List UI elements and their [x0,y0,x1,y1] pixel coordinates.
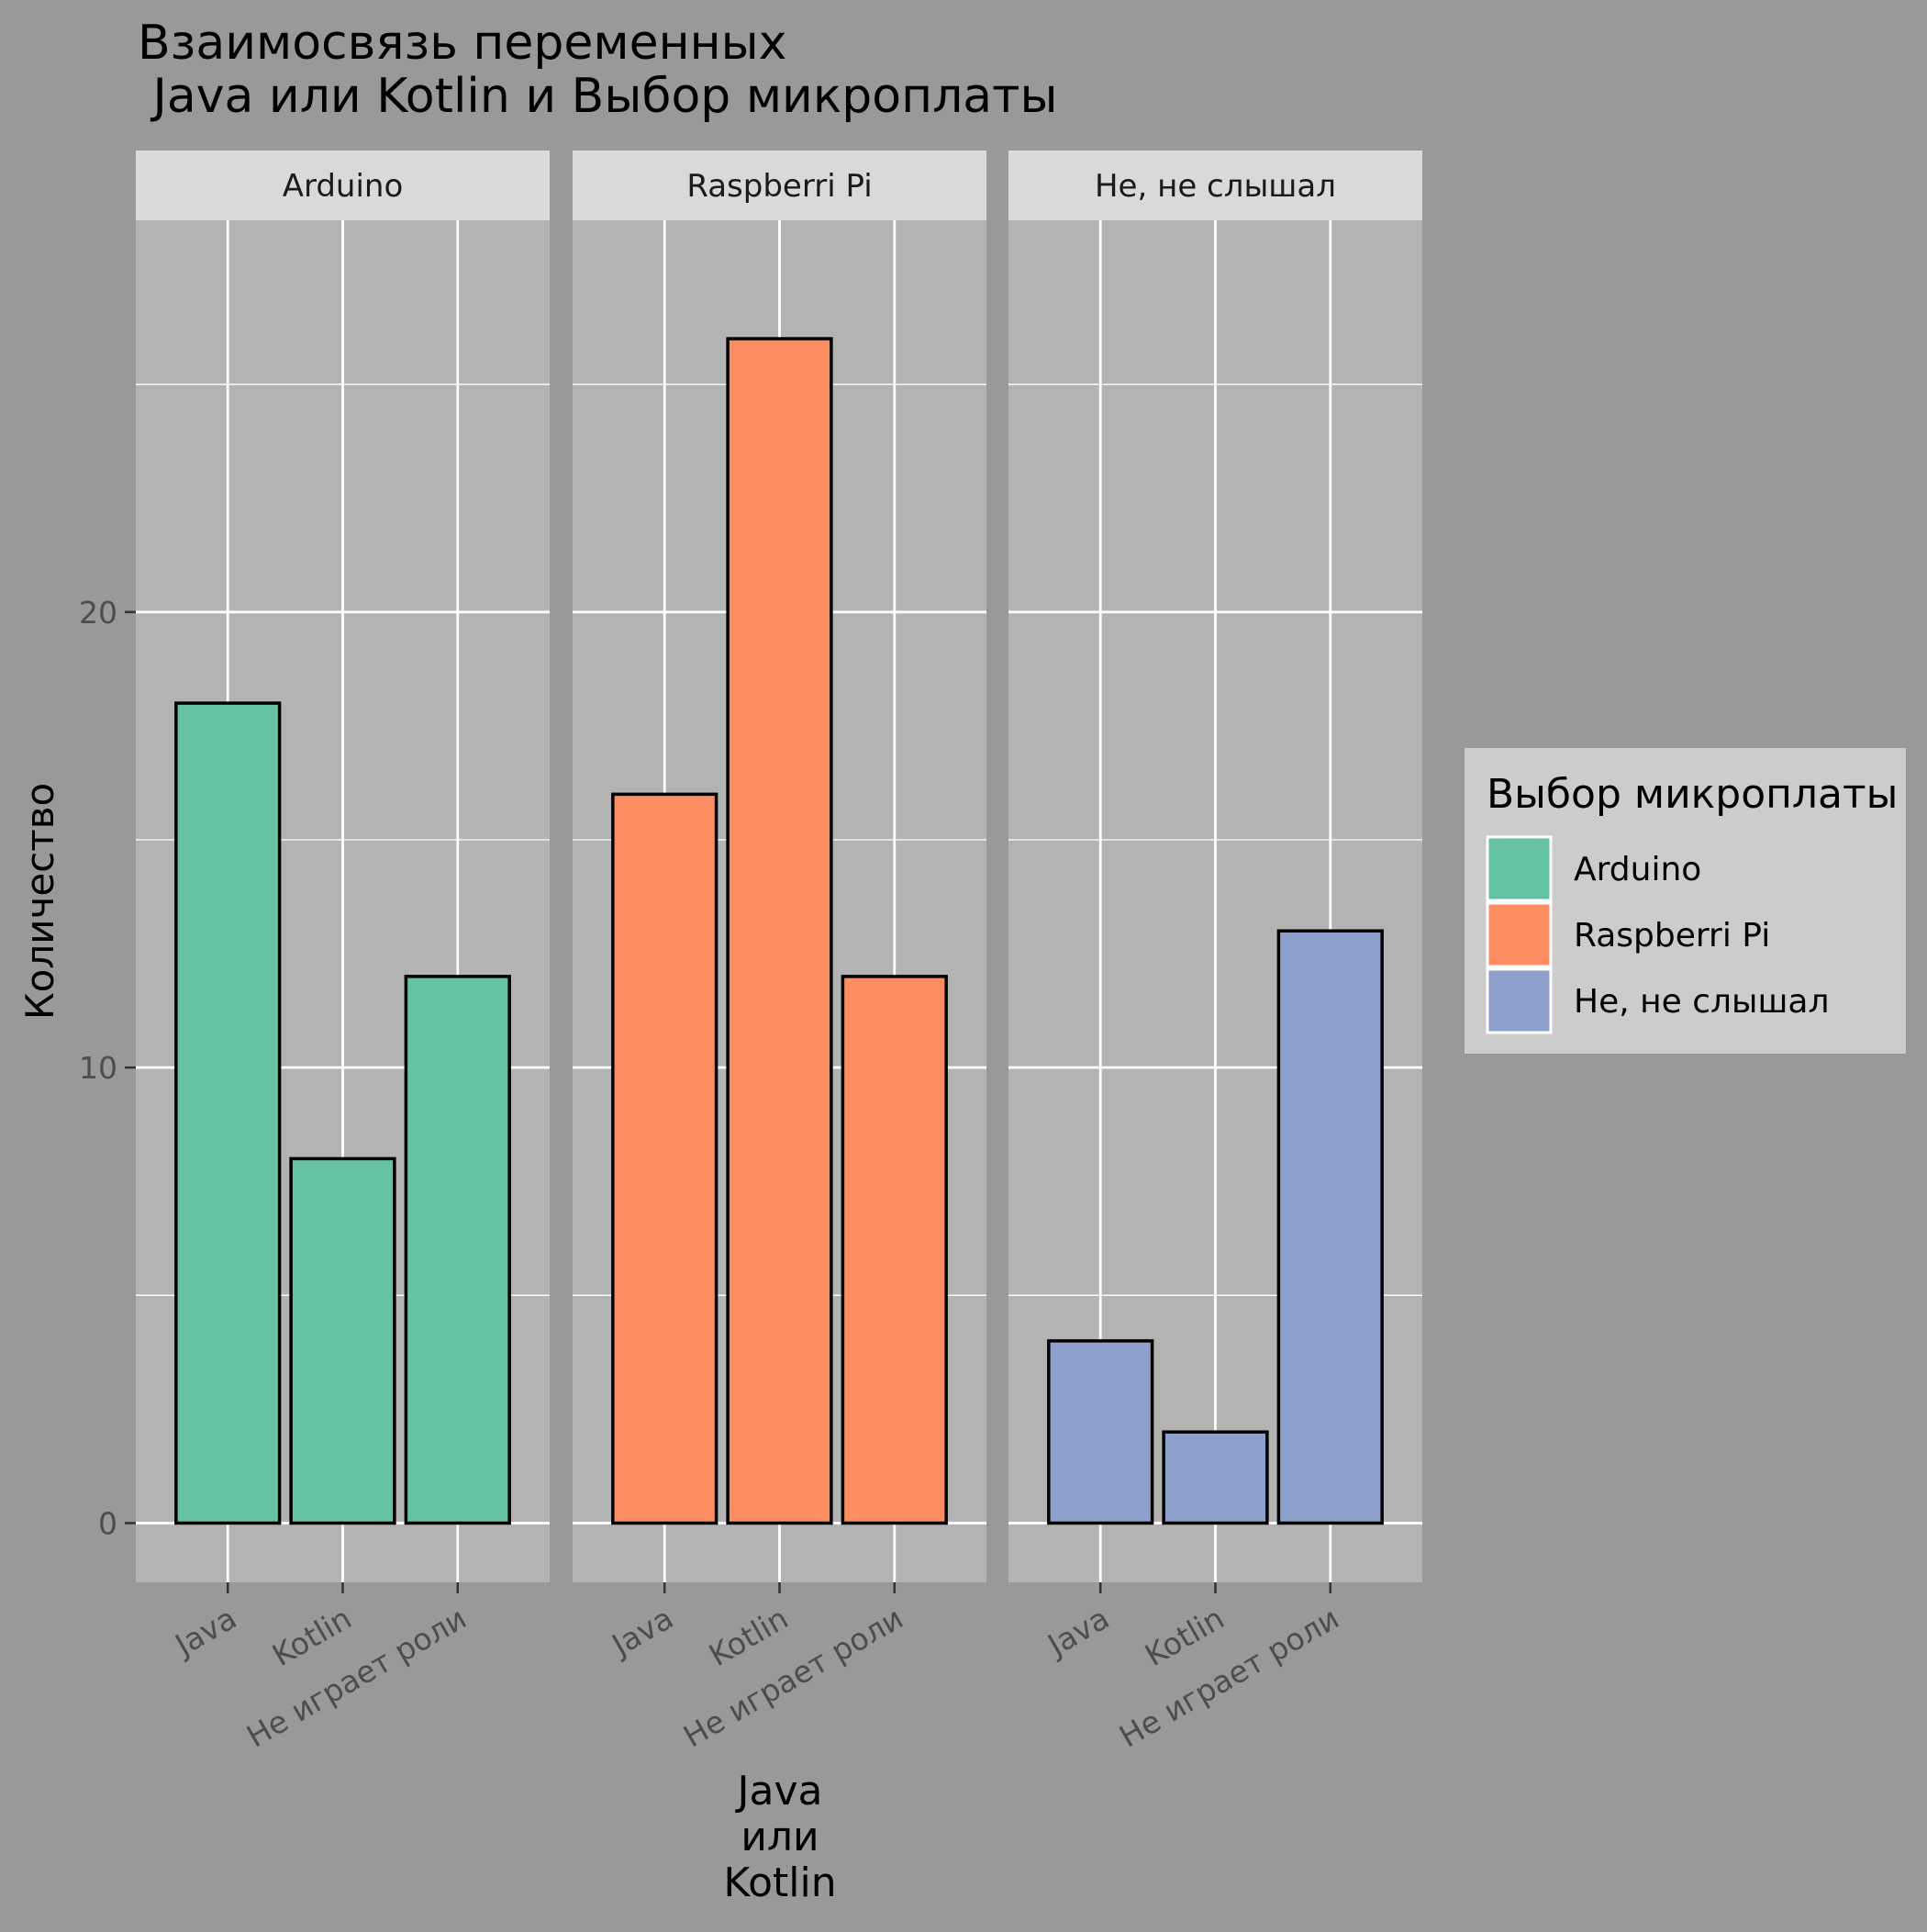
legend-title: Выбор микроплаты [1487,771,1898,818]
facet-strip [573,151,986,220]
legend-key [1486,835,1553,902]
x-tick-label: Не играет роли [240,1600,473,1754]
x-tick-label: Не играет роли [1113,1600,1345,1754]
facet-strip [136,151,550,220]
facet-strip-label: Не, не слышал [1095,168,1336,205]
x-tick-label: Не играет роли [677,1600,909,1754]
bar [1162,1430,1269,1525]
x-axis-title: Java или Kotlin [723,1768,836,1906]
x-tick-label: Java [1041,1600,1116,1664]
facet-strip-label: Raspberri Pi [686,168,872,205]
legend-label: Не, не слышал [1574,983,1829,1021]
legend-key [1486,967,1553,1034]
legend: Выбор микроплаты Arduino Raspberri Pi Не, н… [1465,748,1906,1054]
bar [289,1156,396,1525]
x-tick-label: Kotlin [266,1600,358,1673]
bar [404,975,511,1525]
x-tick-label: Java [168,1600,243,1664]
bar [726,337,833,1525]
legend-label: Arduino [1574,851,1701,888]
x-axis-title-line: Java [735,1768,823,1815]
facet-strip [1008,151,1422,220]
facet-strip-label: Arduino [283,168,404,205]
legend-key [1486,901,1553,968]
y-tick-label: 20 [79,595,117,631]
y-tick-label: 10 [79,1050,117,1086]
bar [1047,1339,1154,1525]
chart-title-line: Взаимосвязь переменных [138,16,786,71]
bar [174,701,282,1525]
y-tick-label: 0 [98,1505,117,1541]
chart-title: Взаимосвязь переменных Java или Kotlin и… [138,16,1058,124]
x-axis-title-line: Kotlin [723,1859,836,1906]
bar [611,792,718,1525]
chart-title-line: Java или Kotlin и Выбор микроплаты [138,69,1058,124]
bar [841,975,948,1525]
x-tick-label: Kotlin [703,1600,795,1673]
bar [1276,929,1384,1525]
x-axis-title-line: или [741,1814,819,1860]
y-axis-title: Количество [17,783,62,1020]
legend-label: Raspberri Pi [1574,917,1770,955]
x-tick-label: Java [605,1600,680,1664]
x-tick-label: Kotlin [1139,1600,1231,1673]
